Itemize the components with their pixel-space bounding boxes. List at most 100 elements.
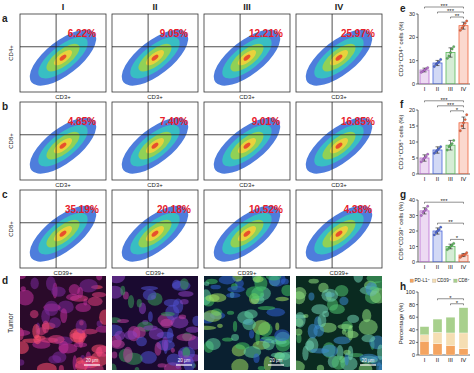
percent-label: 20.18% <box>157 204 191 215</box>
column-header: I <box>62 2 65 12</box>
data-point <box>461 27 463 29</box>
density-cloud <box>113 196 197 268</box>
density-layer <box>335 142 344 150</box>
cell-blob <box>42 321 49 334</box>
cell-blob <box>140 351 157 364</box>
error-bar <box>436 60 440 65</box>
gate-line <box>56 190 57 268</box>
cell-blob <box>322 311 329 317</box>
y-tick-label: 100 <box>406 289 415 295</box>
cell-blob <box>204 326 216 330</box>
micrograph-bg <box>296 276 382 370</box>
cell-blob <box>376 362 382 370</box>
cell-blob <box>20 276 26 279</box>
gate-line <box>112 222 198 223</box>
data-point <box>446 57 448 59</box>
scale-bar-label: 20 μm <box>270 358 283 363</box>
panel-letter: b <box>2 101 8 112</box>
axis-label: CD3+ <box>147 94 163 100</box>
cell-blob <box>141 286 158 290</box>
sig-label: *** <box>440 198 448 204</box>
density-layer <box>151 142 160 150</box>
density-layer <box>328 135 351 156</box>
data-point <box>453 242 455 244</box>
error-bar <box>449 244 453 249</box>
axis-label: CD8+ <box>8 133 14 149</box>
density-layer <box>151 230 160 238</box>
cell-blob <box>179 314 186 319</box>
cell-blob <box>281 285 290 297</box>
cell-blob <box>160 319 173 328</box>
gate-line <box>332 190 333 268</box>
axis-label: CD8⁺CD39⁺ cells (%) <box>398 202 404 260</box>
cell-blob <box>123 347 132 363</box>
cell-blob <box>30 310 39 318</box>
cell-blob <box>66 294 79 301</box>
micrograph-bg <box>112 276 198 370</box>
cell-blob <box>120 286 125 296</box>
axis-label: CD39+ <box>54 270 73 276</box>
sig-label: *** <box>447 102 455 108</box>
bar-segment <box>420 341 429 355</box>
cell-blob <box>246 286 264 299</box>
cell-blob <box>82 329 98 335</box>
axis-label: CD4+ <box>8 45 14 61</box>
y-tick-label: 10 <box>409 58 415 64</box>
gate-line <box>20 222 106 223</box>
density-layer <box>144 135 167 156</box>
bar <box>446 53 455 85</box>
cell-blob <box>367 276 382 283</box>
bar-segment <box>433 332 442 343</box>
cell-blob <box>46 276 55 291</box>
cell-blob <box>249 330 254 338</box>
scale-bar <box>268 364 284 365</box>
cell-blob <box>49 317 61 328</box>
density-cloud <box>21 20 105 92</box>
plot-area <box>420 205 468 262</box>
density-layer <box>226 39 267 76</box>
data-point <box>427 66 429 68</box>
axis-label: CD3+ <box>239 182 255 188</box>
cell-blob <box>162 337 169 352</box>
data-point <box>427 153 429 155</box>
scale-bar <box>84 364 100 365</box>
bar-segment <box>420 335 429 341</box>
density-cloud <box>113 108 197 180</box>
panel-letter: d <box>2 275 8 286</box>
cell-blob <box>303 314 308 318</box>
sig-label: ** <box>455 13 460 19</box>
density-layer <box>151 54 160 62</box>
density-layer <box>226 215 267 252</box>
y-tick-label: 20 <box>409 107 415 113</box>
cell-blob <box>171 348 175 353</box>
cell-blob <box>242 318 255 330</box>
bar <box>433 231 442 262</box>
cell-blob <box>48 355 61 363</box>
cell-blob <box>210 285 220 290</box>
density-layer <box>59 142 68 150</box>
data-point <box>462 122 464 124</box>
cell-blob <box>112 364 117 370</box>
data-point <box>449 51 451 53</box>
cell-blob <box>296 361 305 370</box>
x-tick-label: IV <box>461 86 467 92</box>
chart-e: eCD3⁺CD4⁺ cells (%)0102030IIIIIIIV******… <box>398 3 470 92</box>
scale-bar <box>176 364 192 365</box>
data-point <box>427 205 429 207</box>
cell-blob <box>20 330 30 336</box>
cell-blob <box>309 279 319 284</box>
x-tick-label: II <box>436 86 440 92</box>
bar-segment <box>433 344 442 355</box>
cell-blob <box>362 309 371 322</box>
cell-blob <box>148 311 153 322</box>
gate-line <box>148 14 149 92</box>
cell-blob <box>343 350 350 355</box>
gate-line <box>332 14 333 92</box>
bar <box>459 123 468 174</box>
x-tick-label: III <box>448 264 453 270</box>
gate-line <box>296 46 382 47</box>
error-bar <box>462 22 466 29</box>
cell-blob <box>30 277 38 289</box>
axis-label: Percentage (%) <box>398 303 404 345</box>
sig-label: *** <box>447 8 455 14</box>
